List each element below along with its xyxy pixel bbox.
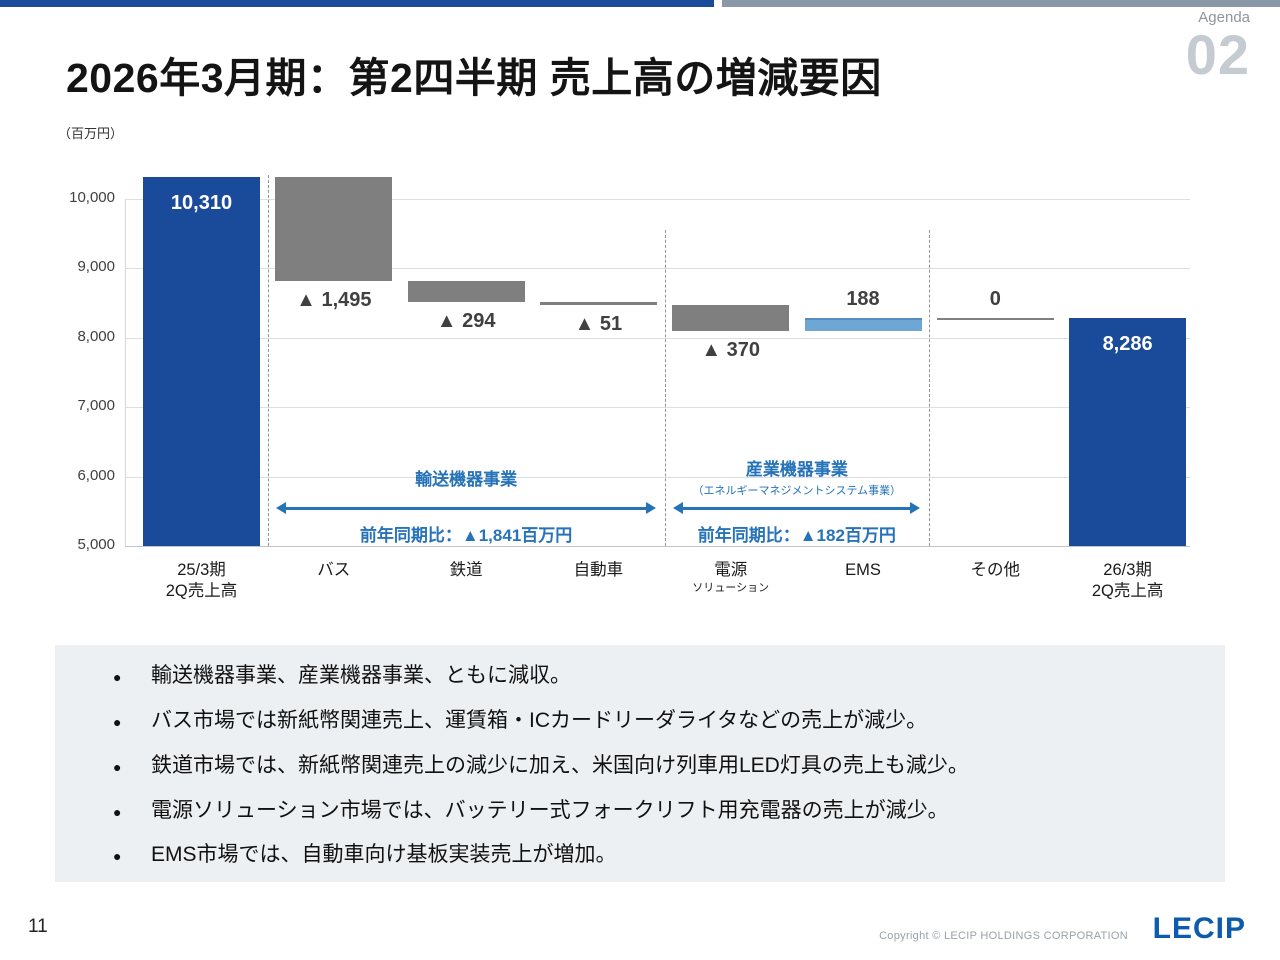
bar-value-label: 0 bbox=[989, 287, 1001, 310]
bar-value-label: 8,286 bbox=[1102, 332, 1153, 355]
top-accent-bar-right bbox=[722, 0, 1280, 7]
y-axis-tick-label: 5,000 bbox=[77, 536, 115, 553]
y-axis-line bbox=[125, 199, 126, 546]
agenda-number: 02 bbox=[1185, 23, 1250, 86]
y-axis-tick-label: 7,000 bbox=[77, 397, 115, 415]
bar-delta bbox=[407, 281, 525, 302]
x-axis-label-line: 2Q売上高 bbox=[165, 582, 238, 601]
notes-box: 輸送機器事業、産業機器事業、ともに減収。バス市場では新紙幣関連売上、運賃箱・IC… bbox=[55, 645, 1225, 882]
bar-value-label: ▲ 51 bbox=[574, 313, 623, 336]
bar-delta bbox=[539, 301, 657, 306]
bar-delta bbox=[804, 317, 922, 331]
x-axis-label-line: 26/3期 bbox=[1103, 561, 1152, 579]
bar-value-label: 10,310 bbox=[170, 192, 233, 215]
page-title: 2026年3月期：第2四半期 売上高の増減要因 bbox=[66, 55, 882, 101]
y-axis-tick-label: 10,000 bbox=[69, 189, 115, 206]
x-axis-label-line: 25/3期 bbox=[177, 561, 226, 579]
x-axis-label-line: EMS bbox=[845, 561, 881, 579]
x-axis-category-label: 鉄道 bbox=[398, 560, 535, 581]
y-axis-tick-label: 9,000 bbox=[77, 258, 115, 276]
note-item: 電源ソリューション市場では、バッテリー式フォークリフト用充電器の売上が減少。 bbox=[113, 797, 1205, 825]
x-axis-category-label: バス bbox=[265, 560, 402, 581]
top-accent-bar-left bbox=[0, 0, 714, 7]
gridline bbox=[125, 199, 1190, 200]
double-arrow bbox=[673, 502, 921, 514]
agenda-label: Agenda bbox=[1198, 9, 1250, 26]
yoy-note: 前年同期比：▲182百万円 bbox=[697, 526, 896, 545]
bar-delta bbox=[275, 177, 393, 282]
x-axis-label-line: ソリューション bbox=[692, 582, 770, 595]
agenda-block: Agenda 02 bbox=[1186, 10, 1250, 83]
gridline bbox=[125, 407, 1190, 409]
segment-group-subname: （エネルギーマネジメントシステム事業） bbox=[692, 485, 902, 497]
page-number: 11 bbox=[28, 916, 48, 937]
bar-value-label: ▲ 370 bbox=[701, 338, 761, 361]
x-axis-category-label: EMS bbox=[795, 560, 932, 581]
waterfall-chart: 10,000 9,000 8,000 7,000 6,000 5,000 10,310 25/… bbox=[69, 160, 1190, 600]
x-axis-category-label: 26/3期 2Q売上高 bbox=[1059, 560, 1196, 603]
y-axis-tick-label: 8,000 bbox=[77, 327, 115, 345]
gridline bbox=[125, 476, 1190, 478]
copyright-text: Copyright © LECIP HOLDINGS CORPORATION bbox=[879, 930, 1128, 942]
x-axis-category-label: 電源 ソリューション bbox=[662, 560, 799, 596]
x-axis-label-line: 2Q売上高 bbox=[1091, 582, 1164, 601]
x-axis-category-label: その他 bbox=[927, 560, 1064, 581]
x-axis-label-line: バス bbox=[317, 561, 351, 579]
y-axis-tick-label: 6,000 bbox=[77, 466, 115, 484]
bar-total bbox=[143, 177, 260, 546]
double-arrow bbox=[276, 502, 656, 514]
bar-value-label: ▲ 294 bbox=[436, 309, 496, 332]
gridline bbox=[125, 337, 1190, 339]
segment-group-name: 輸送機器事業 bbox=[415, 470, 518, 489]
segment-group-name: 産業機器事業 bbox=[745, 460, 848, 479]
x-axis-category-label: 自動車 bbox=[530, 560, 667, 581]
note-item: 輸送機器事業、産業機器事業、ともに減収。 bbox=[113, 662, 1205, 690]
yoy-note: 前年同期比：▲1,841百万円 bbox=[359, 526, 573, 545]
bar-value-label: ▲ 1,495 bbox=[296, 289, 372, 312]
x-axis-category-label: 25/3期 2Q売上高 bbox=[133, 560, 270, 603]
note-item: 鉄道市場では、新紙幣関連売上の減少に加え、米国向け列車用LED灯具の売上も減少。 bbox=[113, 752, 1205, 780]
bar-delta bbox=[672, 305, 790, 331]
x-axis-label-line: 鉄道 bbox=[449, 561, 483, 579]
note-item: バス市場では新紙幣関連売上、運賃箱・ICカードリーダライタなどの売上が減少。 bbox=[113, 707, 1205, 735]
dashed-separator bbox=[267, 175, 269, 546]
x-axis-label-line: その他 bbox=[970, 561, 1021, 579]
axis-unit-label: （百万円） bbox=[58, 126, 124, 141]
gridline bbox=[125, 546, 1190, 547]
bar-total bbox=[1069, 317, 1187, 546]
gridline bbox=[125, 268, 1190, 270]
x-axis-label-line: 自動車 bbox=[573, 561, 624, 579]
lecip-logo: LECIP bbox=[1152, 912, 1246, 945]
bar-value-label: 188 bbox=[846, 287, 880, 310]
note-item: EMS市場では、自動車向け基板実装売上が増加。 bbox=[113, 841, 1205, 869]
notes-list: 輸送機器事業、産業機器事業、ともに減収。バス市場では新紙幣関連売上、運賃箱・IC… bbox=[55, 645, 1225, 870]
bar-delta bbox=[936, 317, 1054, 321]
dashed-separator bbox=[664, 230, 666, 546]
x-axis-label-line: 電源 bbox=[714, 561, 748, 579]
dashed-separator bbox=[929, 230, 931, 546]
